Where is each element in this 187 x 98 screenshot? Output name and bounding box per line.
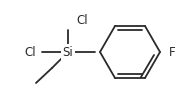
Text: Cl: Cl (24, 45, 36, 59)
Text: Cl: Cl (76, 14, 88, 26)
Text: F: F (169, 45, 175, 59)
Text: Si: Si (63, 45, 73, 59)
